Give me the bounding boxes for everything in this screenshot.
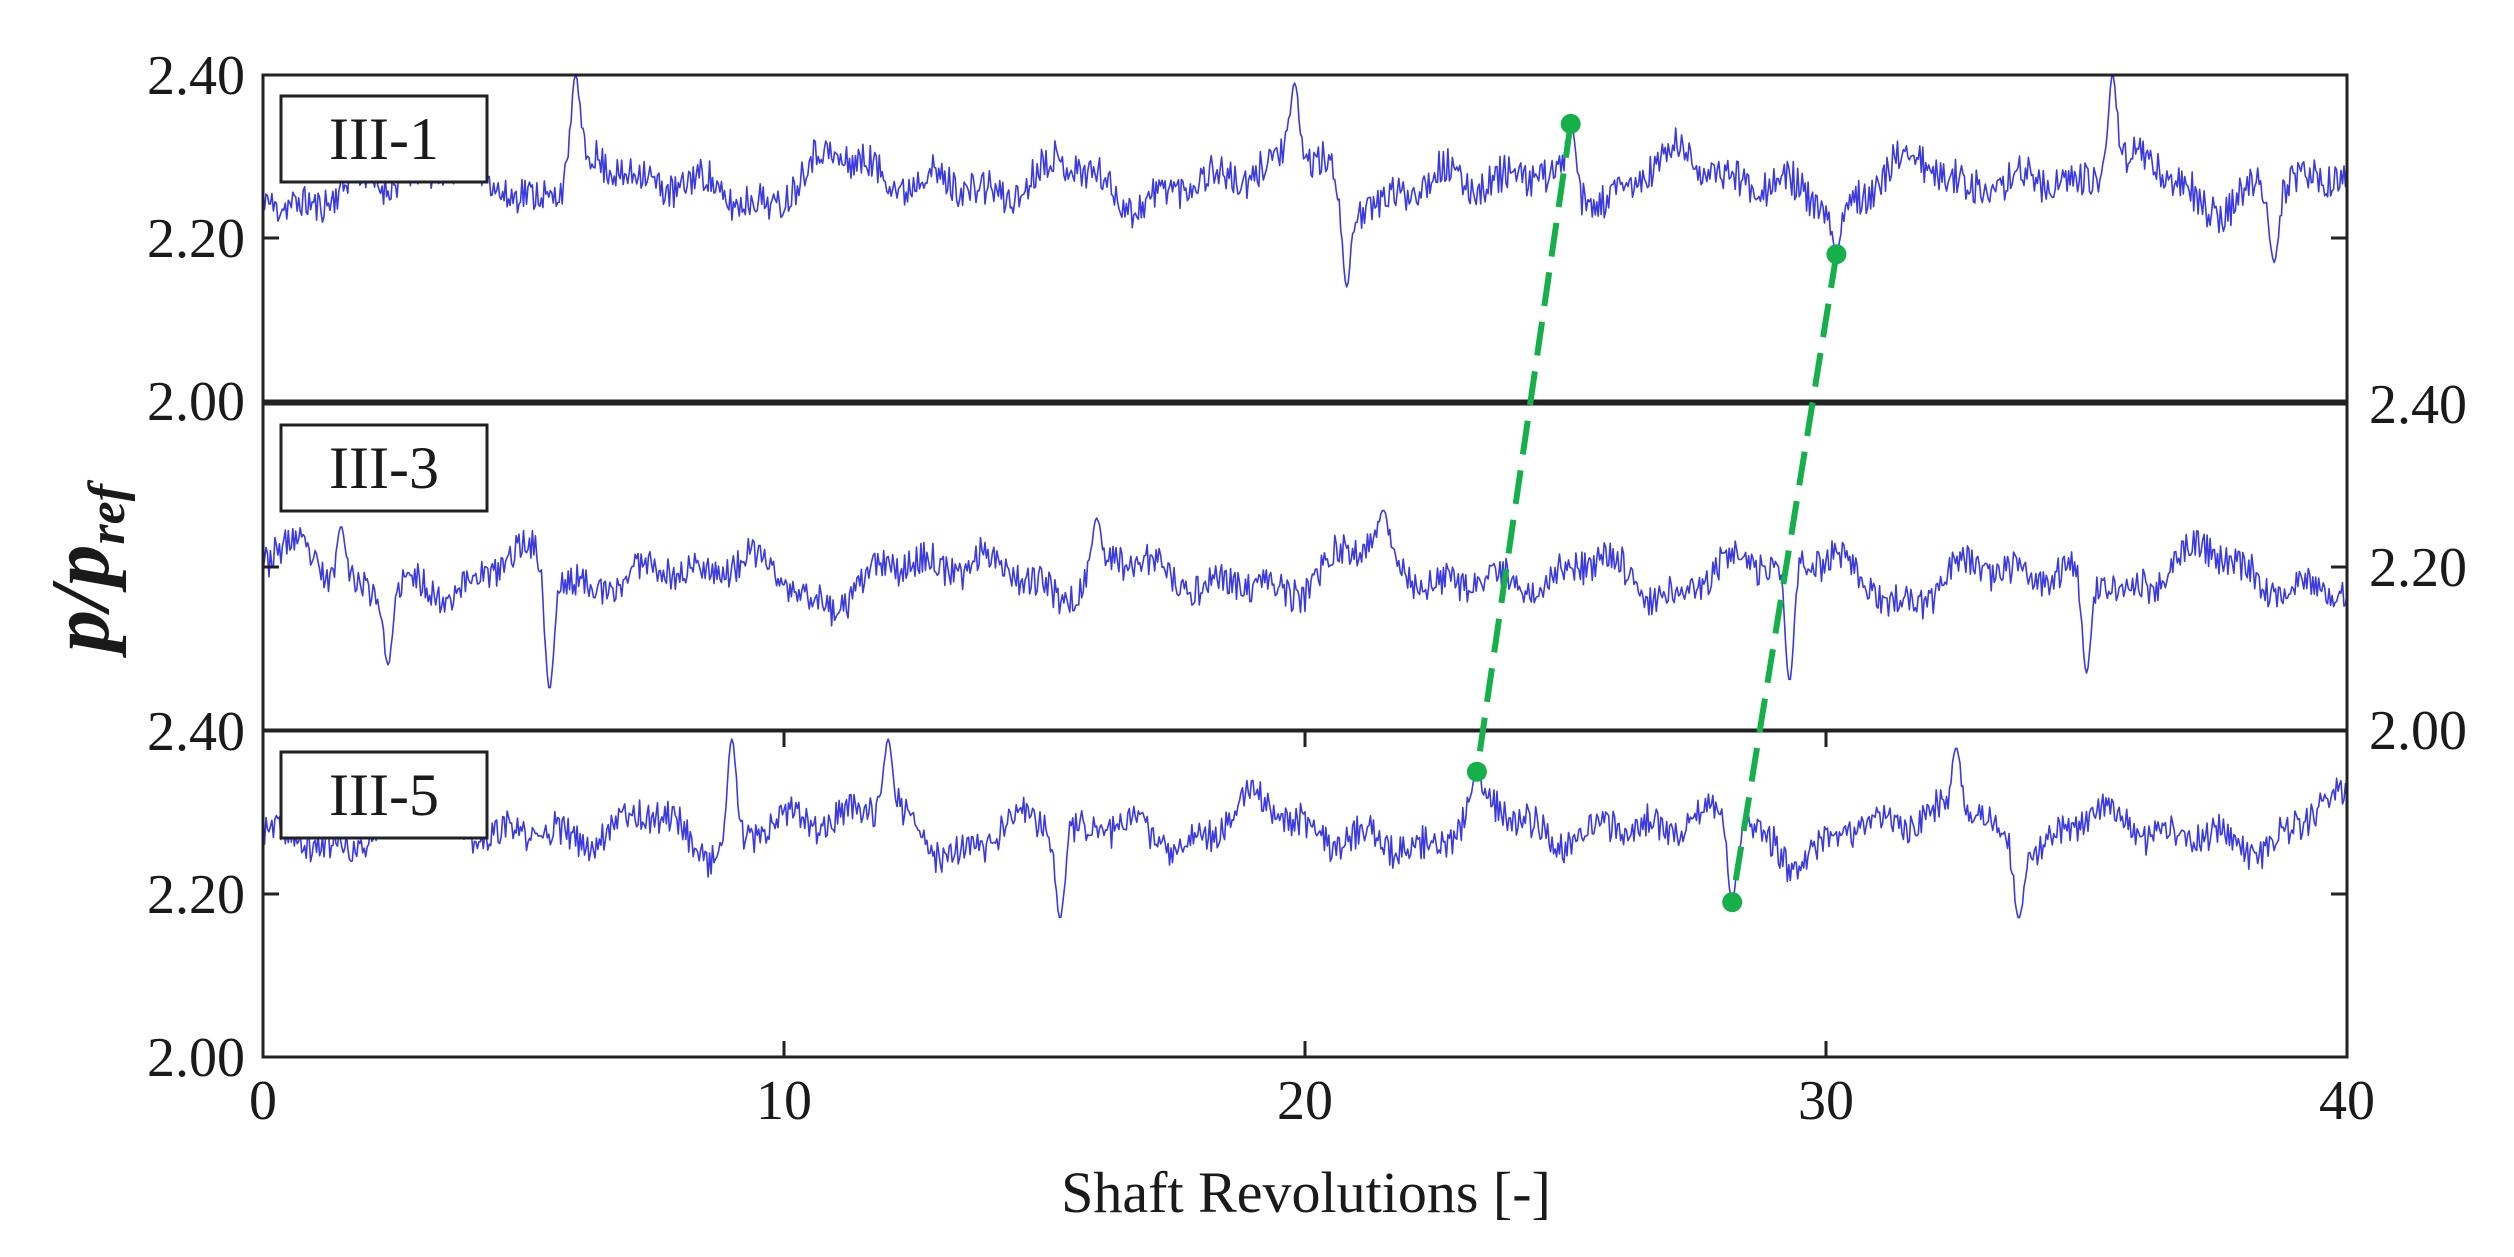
pressure-trace-III-3 (262, 509, 2348, 689)
y-tick-label: 2.40 (2369, 374, 2467, 436)
panel-label-III-1: III-1 (329, 106, 439, 172)
y-axis-title-main: p/p (34, 545, 127, 658)
link-marker-start-2 (1826, 244, 1847, 265)
link-line-1 (1473, 123, 1574, 773)
x-tick-label: 10 (756, 1070, 812, 1132)
x-tick-label: 20 (1277, 1070, 1333, 1132)
y-axis-title-subscript: ref (79, 479, 136, 544)
y-axis-title: p/pref (34, 479, 136, 658)
panel-frame-III-1 (261, 73, 2349, 403)
y-tick-label: 2.40 (147, 701, 245, 763)
y-tick-label: 2.20 (147, 208, 245, 270)
panel-III-3: 2.00 2.20 2.40 III-3 (261, 374, 2467, 762)
panel-label-III-5: III-5 (329, 762, 439, 828)
panel-frame-III-5 (261, 729, 2349, 1059)
y-tick-label: 2.00 (2369, 700, 2467, 762)
panel-label-box (279, 750, 489, 840)
y-tick-label: 2.00 (147, 1027, 245, 1089)
y-tick-label: 2.40 (147, 45, 245, 107)
pressure-trace-III-5 (262, 738, 2348, 919)
y-tick-label: 2.00 (147, 371, 245, 433)
x-tick-label: 0 (249, 1070, 277, 1132)
x-tick-label: 30 (1798, 1070, 1854, 1132)
y-tick-label: 2.20 (2369, 537, 2467, 599)
pressure-trace-III-1 (262, 74, 2348, 288)
panel-label-box (279, 94, 489, 184)
y-tick-label: 2.20 (147, 864, 245, 926)
x-tick-label: 40 (2319, 1070, 2375, 1132)
panel-III-5: 2.00 2.20 2.40 III-5 (147, 701, 2349, 1089)
chart-panels: 2.002.202.40III-12.002.202.40III-32.002.… (147, 45, 2467, 1132)
link-line-2 (1729, 253, 1840, 903)
link-marker-end-2 (1722, 892, 1743, 913)
panel-label-box (279, 423, 489, 513)
correlation-links (1466, 113, 1847, 913)
panel-label-III-3: III-3 (329, 435, 439, 501)
panel-frame-III-3 (261, 402, 2349, 732)
link-marker-end-1 (1466, 761, 1487, 782)
link-marker-start-1 (1560, 113, 1581, 134)
x-axis-title: Shaft Revolutions [-] (1061, 1160, 1551, 1225)
panel-III-1: 2.00 2.20 2.40 III-1 (147, 45, 2349, 433)
